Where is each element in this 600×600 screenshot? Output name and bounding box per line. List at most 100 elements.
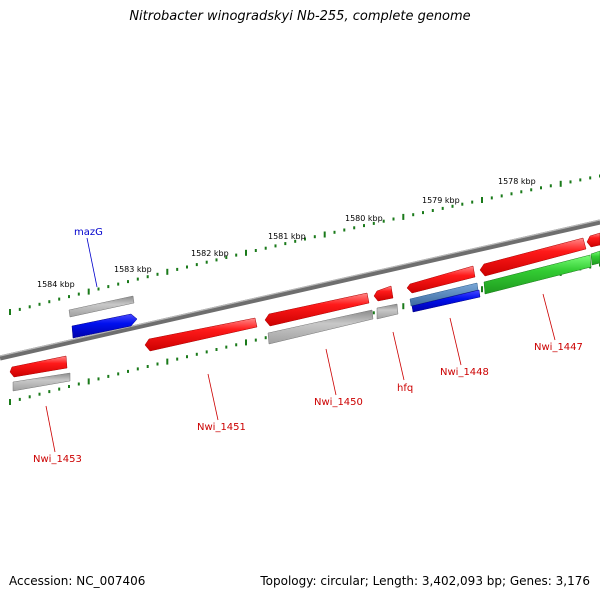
upper-ruler-major-tick [402, 213, 405, 220]
leader-nwi1447 [542, 293, 556, 341]
upper-ruler-minor-tick [225, 256, 228, 259]
cds-nwi1447[interactable] [479, 237, 587, 277]
upper-ruler-minor-tick [313, 235, 316, 239]
cds-hfq[interactable] [373, 285, 394, 302]
upper-ruler-minor-tick [441, 206, 444, 210]
upper-ruler-minor-tick [431, 209, 434, 212]
upper-ruler-minor-tick [215, 258, 218, 262]
label-mazG[interactable]: mazG [74, 227, 103, 238]
lower-ruler-minor-tick [38, 392, 41, 396]
upper-ruler-minor-tick [176, 267, 179, 271]
lower-ruler-minor-tick [77, 382, 80, 386]
accession-text: Accession: NC_007406 [9, 574, 146, 588]
upper-ruler-minor-tick [18, 307, 21, 311]
label-nwi1451[interactable]: Nwi_1451 [197, 422, 246, 433]
upper-ruler-major-tick [166, 268, 169, 275]
upper-ruler-minor-tick [500, 194, 503, 198]
upper-ruler-major-tick [87, 288, 90, 295]
leader-nwi1448 [449, 317, 462, 366]
gene-hfq-gray[interactable] [376, 303, 399, 320]
upper-ruler-minor-tick [372, 221, 375, 225]
gene-mazG-cds-blue[interactable] [71, 313, 138, 339]
lower-ruler-major-tick [245, 339, 247, 346]
cds-partial-right[interactable] [586, 232, 600, 248]
upper-ruler-minor-tick [520, 190, 523, 194]
ruler-label-1582: 1582 kbp [191, 249, 229, 258]
upper-ruler-minor-tick [549, 184, 552, 188]
lower-ruler-minor-tick [18, 397, 21, 401]
ruler-label-1581: 1581 kbp [268, 232, 306, 241]
upper-ruler-minor-tick [68, 295, 70, 299]
genome-summary-text: Topology: circular; Length: 3,402,093 bp… [260, 574, 590, 588]
upper-ruler-minor-tick [304, 237, 306, 241]
upper-ruler-minor-tick [461, 202, 464, 206]
cds-nwi1453[interactable] [9, 355, 68, 378]
gene-nwi1448-blue[interactable] [411, 289, 481, 313]
cds-nwi1450[interactable] [264, 292, 370, 327]
upper-ruler-minor-tick [235, 253, 238, 257]
gene-nwi1450-gray[interactable] [267, 309, 374, 345]
lower-ruler-minor-tick [48, 390, 51, 394]
upper-ruler-minor-tick [284, 242, 287, 246]
gene-nwi1447-green[interactable] [483, 254, 592, 295]
upper-ruler-major-tick [481, 197, 483, 203]
upper-ruler-minor-tick [274, 244, 277, 248]
upper-ruler-minor-tick [48, 300, 51, 304]
genome-backbone [0, 219, 600, 361]
lower-ruler-minor-tick [156, 362, 159, 366]
upper-ruler-minor-tick [579, 178, 582, 182]
upper-ruler-minor-tick [353, 226, 356, 230]
label-hfq[interactable]: hfq [397, 383, 413, 394]
upper-ruler-minor-tick [363, 224, 365, 228]
lower-ruler-minor-tick [176, 357, 179, 361]
leader-mazG [86, 237, 98, 288]
cds-nwi1448[interactable] [406, 265, 476, 294]
gene-partial-right-green[interactable] [590, 250, 600, 266]
upper-ruler-minor-tick [254, 249, 257, 252]
upper-ruler-minor-tick [294, 239, 297, 243]
lower-ruler-minor-tick [195, 352, 198, 356]
lower-ruler-minor-tick [205, 350, 208, 354]
label-nwi1447[interactable]: Nwi_1447 [534, 342, 583, 353]
lower-ruler-minor-tick [146, 365, 149, 368]
upper-ruler-minor-tick [382, 219, 385, 223]
leader-hfq [392, 331, 405, 381]
upper-ruler-minor-tick [156, 272, 159, 276]
lower-ruler-minor-tick [136, 367, 139, 371]
gene-mazG-gray[interactable] [68, 295, 135, 318]
label-nwi1453[interactable]: Nwi_1453 [33, 454, 82, 465]
genome-backbone-highlight [0, 219, 600, 357]
upper-ruler-minor-tick [205, 260, 208, 264]
upper-ruler-minor-tick [58, 297, 61, 301]
upper-ruler-minor-tick [471, 200, 474, 204]
ruler-label-1578: 1578 kbp [498, 177, 536, 186]
upper-ruler-minor-tick [530, 188, 533, 192]
lower-ruler-minor-tick [127, 369, 129, 373]
upper-ruler-minor-tick [569, 180, 572, 184]
lower-ruler-minor-tick [68, 385, 70, 388]
lower-ruler-major-tick [87, 378, 90, 385]
gene-nwi1453-gray[interactable] [12, 372, 71, 392]
upper-ruler-minor-tick [117, 282, 120, 286]
lower-ruler-major-tick [481, 286, 483, 293]
upper-ruler-minor-tick [195, 263, 198, 267]
lower-ruler-major-tick [166, 358, 169, 365]
label-nwi1450[interactable]: Nwi_1450 [314, 397, 363, 408]
upper-ruler-minor-tick [107, 285, 110, 289]
upper-ruler [9, 174, 600, 315]
lower-ruler-minor-tick [58, 387, 61, 391]
lower-ruler-major-tick [402, 303, 405, 310]
cds-nwi1451[interactable] [144, 317, 258, 352]
upper-ruler-minor-tick [264, 246, 267, 250]
lower-ruler-minor-tick [28, 395, 31, 399]
upper-ruler-minor-tick [146, 275, 149, 279]
ruler-label-1580: 1580 kbp [345, 214, 383, 223]
upper-ruler-minor-tick [412, 213, 415, 217]
lower-ruler-minor-tick [215, 348, 218, 351]
lower-ruler-minor-tick [107, 374, 110, 378]
ruler-label-1583: 1583 kbp [114, 265, 152, 274]
label-nwi1448[interactable]: Nwi_1448 [440, 367, 489, 378]
lower-ruler-minor-tick [97, 377, 100, 381]
upper-ruler-minor-tick [392, 217, 395, 221]
